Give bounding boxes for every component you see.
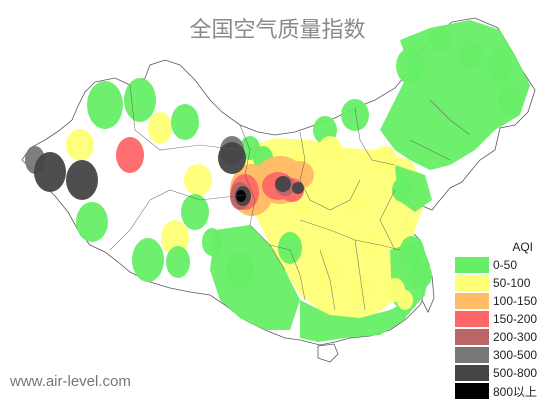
legend-item: 200-300 — [455, 328, 551, 346]
legend-item: 800以上 — [455, 382, 551, 400]
aqi-legend: AQI 0-50 50-100 100-150 150-200 200-300 300-5… — [455, 238, 551, 400]
aqi-station-marker — [341, 99, 369, 131]
aqi-station-marker — [124, 78, 156, 122]
aqi-station-marker — [392, 178, 412, 202]
aqi-station-marker — [488, 49, 512, 81]
legend-item: 300-500 — [455, 346, 551, 364]
legend-label: 0-50 — [493, 258, 518, 272]
map-title: 全国空气质量指数 — [189, 18, 366, 43]
aqi-region-green-southwest — [210, 225, 300, 330]
aqi-station-marker — [181, 194, 209, 230]
province-borders — [109, 84, 471, 311]
aqi-region-green-south — [300, 300, 410, 342]
aqi-city-markers — [25, 26, 522, 310]
aqi-station-marker — [184, 164, 212, 196]
legend-title: AQI — [512, 240, 533, 254]
aqi-station-marker — [34, 152, 66, 192]
legend-swatch — [455, 329, 489, 345]
aqi-station-marker — [458, 41, 482, 69]
hainan-island — [317, 343, 339, 363]
legend-label: 500-800 — [493, 366, 538, 380]
aqi-station-marker — [116, 137, 144, 173]
aqi-station-marker — [66, 129, 94, 161]
aqi-station-marker — [202, 228, 222, 256]
aqi-station-marker — [430, 26, 450, 54]
aqi-station-marker — [498, 86, 522, 114]
legend-swatch — [455, 347, 489, 363]
aqi-station-marker — [87, 81, 123, 129]
aqi-station-marker — [408, 261, 432, 289]
aqi-station-marker — [226, 252, 254, 288]
aqi-station-marker — [171, 104, 199, 140]
legend-item: 150-200 — [455, 310, 551, 328]
legend-item: 100-150 — [455, 292, 551, 310]
legend-item: 0-50 — [455, 256, 551, 274]
aqi-pollution-hotspot — [275, 176, 291, 192]
aqi-station-marker — [400, 236, 424, 264]
legend-swatch — [455, 293, 489, 309]
aqi-station-marker — [166, 246, 190, 278]
aqi-station-marker — [318, 136, 342, 164]
aqi-station-marker — [76, 202, 108, 242]
aqi-station-marker — [132, 238, 164, 282]
aqi-station-marker — [148, 112, 172, 144]
aqi-pollution-hotspot — [236, 190, 246, 202]
legend-swatch — [455, 275, 489, 291]
aqi-station-marker — [318, 259, 342, 291]
legend-item: 500-800 — [455, 364, 551, 382]
aqi-station-marker — [396, 48, 424, 84]
legend-label: 100-150 — [493, 294, 538, 308]
watermark: www.air-level.com — [10, 373, 131, 390]
legend-label: 300-500 — [493, 348, 538, 362]
aqi-station-marker — [397, 290, 413, 310]
legend-swatch — [455, 383, 489, 399]
aqi-station-marker — [345, 193, 365, 217]
legend-label: 50-100 — [493, 276, 531, 290]
aqi-station-marker — [66, 160, 98, 200]
legend-swatch — [455, 365, 489, 381]
legend-swatch — [455, 257, 489, 273]
legend-swatch — [455, 311, 489, 327]
aqi-station-marker — [278, 232, 302, 264]
legend-label: 150-200 — [493, 312, 538, 326]
aqi-station-marker — [362, 233, 382, 257]
legend-item: 50-100 — [455, 274, 551, 292]
aqi-station-marker — [373, 146, 397, 174]
legend-label: 800以上 — [493, 384, 538, 399]
aqi-pollution-hotspot — [218, 142, 246, 174]
aqi-pollution-hotspot — [292, 182, 304, 194]
legend-label: 200-300 — [493, 330, 538, 344]
